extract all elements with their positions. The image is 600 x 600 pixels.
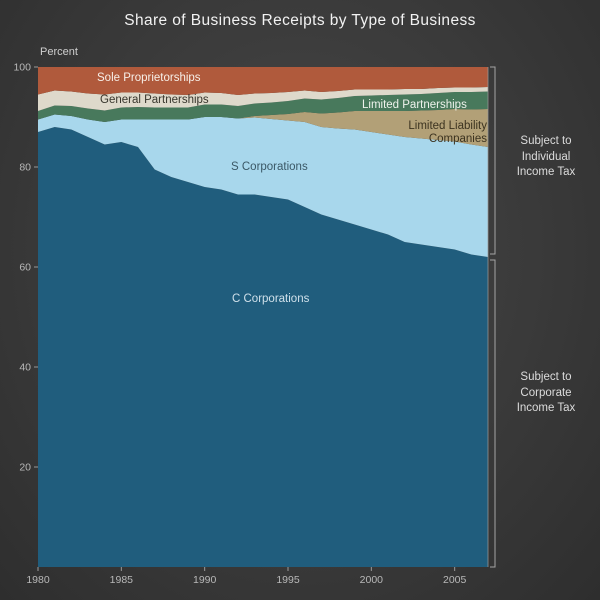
label-limited-liability-companies: Limited Liability Companies — [408, 120, 487, 146]
y-axis-unit-label: Percent — [40, 46, 78, 58]
bracket-corporate-income-tax — [490, 259, 496, 568]
label-limited-partnerships: Limited Partnerships — [362, 99, 467, 111]
x-tick-label: 2000 — [360, 574, 384, 586]
label-c-corporations: C Corporations — [232, 293, 310, 305]
label-sole-proprietorships: Sole Proprietorships — [97, 72, 201, 84]
x-tick-label: 1980 — [26, 574, 50, 586]
annotation-individual-income-tax: Subject to Individual Income Tax — [516, 135, 576, 179]
y-tick-label: 60 — [19, 262, 31, 274]
y-tick-label: 80 — [19, 162, 31, 174]
area-s-corporations — [38, 114, 488, 257]
area-sole-proprietorships — [38, 67, 488, 95]
x-tick-label: 1995 — [276, 574, 300, 586]
area-limited-partnerships — [38, 91, 488, 122]
label-s-corporations: S Corporations — [231, 161, 308, 173]
y-tick-label: 100 — [13, 62, 31, 74]
y-tick-label: 40 — [19, 362, 31, 374]
area-general-partnerships — [38, 87, 488, 111]
area-limited-liability-companies — [38, 109, 488, 147]
annotation-corporate-income-tax: Subject to Corporate Income Tax — [516, 371, 576, 415]
x-tick-label: 1990 — [193, 574, 217, 586]
chart-title: Share of Business Receipts by Type of Bu… — [124, 12, 476, 29]
y-tick-label: 20 — [19, 462, 31, 474]
bracket-individual-income-tax — [490, 66, 496, 255]
label-general-partnerships: General Partnerships — [100, 94, 209, 106]
x-tick-label: 1985 — [110, 574, 134, 586]
area-c-corporations — [38, 127, 488, 567]
x-tick-label: 2005 — [443, 574, 467, 586]
